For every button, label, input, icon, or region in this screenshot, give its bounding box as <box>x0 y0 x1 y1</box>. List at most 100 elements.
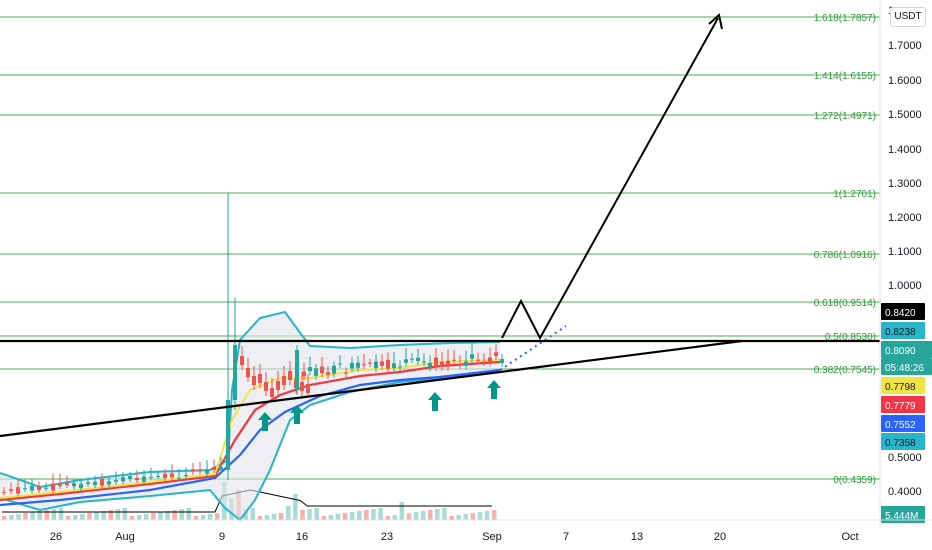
candle <box>386 352 390 373</box>
volume-bar <box>442 508 447 520</box>
candle <box>86 477 90 487</box>
price-badge-label: 0.7552 <box>885 420 916 431</box>
candle <box>177 468 181 482</box>
volume-bar <box>51 509 57 520</box>
y-tick-label: 1.1000 <box>888 246 922 258</box>
y-tick-label: 0.4000 <box>888 486 922 498</box>
candle <box>410 353 414 363</box>
candle <box>219 457 223 473</box>
volume-bar <box>151 513 156 520</box>
candle <box>326 366 330 379</box>
volume-bar <box>215 513 220 520</box>
candle <box>156 470 160 480</box>
candle <box>58 473 62 489</box>
y-tick-label: 1.6000 <box>888 75 922 87</box>
candle <box>135 470 139 484</box>
candle <box>252 366 256 390</box>
volume-bar <box>271 514 277 520</box>
volume-bar <box>477 512 483 520</box>
candle <box>452 350 456 365</box>
candle <box>362 353 366 370</box>
y-tick-label: 1.2000 <box>888 212 922 224</box>
volume-bar <box>357 511 362 520</box>
volume-bar <box>207 514 213 520</box>
projection-arrowhead-icon <box>708 13 723 30</box>
volume-bar <box>115 509 121 520</box>
candle <box>416 349 420 366</box>
candle <box>314 364 318 380</box>
fib-label-6: 0.5(0.8530) <box>825 332 876 343</box>
candle <box>380 354 384 370</box>
x-axis[interactable]: 26 Aug 9 16 23 Sep 7 13 20 Oct <box>50 531 859 543</box>
volume-bar <box>44 510 50 520</box>
volume-bar <box>328 515 334 520</box>
price-badge-7 <box>881 433 925 450</box>
price-badge-0 <box>881 303 925 320</box>
volume-bar <box>385 516 390 520</box>
candle <box>79 478 83 492</box>
volume-bar <box>371 509 376 520</box>
price-badge-6 <box>881 415 925 432</box>
candle <box>482 353 486 366</box>
candle <box>338 355 342 369</box>
fib-label-0: 1.618(1.7857) <box>814 13 876 24</box>
volume-bar <box>200 515 206 520</box>
plot-area[interactable] <box>0 0 880 520</box>
volume-bar <box>449 516 454 520</box>
candle <box>128 471 132 483</box>
projection-path[interactable] <box>501 17 719 341</box>
price-badge-label: 05:48:26 <box>885 363 924 374</box>
bollinger-upper <box>0 310 501 489</box>
volume-bar <box>364 510 369 520</box>
volume-bar <box>378 508 383 520</box>
volume-bar <box>420 511 426 520</box>
price-badge-label: 0.7358 <box>885 438 916 449</box>
volume-bar <box>172 510 177 520</box>
candle <box>350 356 354 373</box>
y-tick-label: 0.5000 <box>888 452 922 464</box>
volume-bar <box>65 516 71 520</box>
candle <box>170 464 174 481</box>
candle <box>30 478 34 494</box>
price-badge-label: 0.7798 <box>885 382 916 393</box>
candle <box>464 350 468 370</box>
ascending-trendline[interactable] <box>0 339 743 438</box>
candle <box>233 298 237 410</box>
candle <box>392 351 396 373</box>
candle <box>16 479 20 497</box>
candle <box>306 374 310 398</box>
fib-label-3: 1(1.2701) <box>833 189 876 200</box>
fib-levels: 1.618(1.7857) 1.414(1.6155) 1.272(1.4971) 1… <box>0 13 880 486</box>
candle <box>72 478 76 490</box>
price-badge-3 <box>881 358 932 375</box>
price-badge-label: 0.8420 <box>885 308 916 319</box>
price-badges: 0.8420 0.8238 0.8090 05:48:26 0.7798 0.7779 0.… <box>881 303 932 523</box>
volume-bar <box>342 513 348 520</box>
price-badge-label: 0.8238 <box>885 327 916 338</box>
y-tick-label: 1.3000 <box>888 178 922 190</box>
volume-bar <box>9 515 14 520</box>
candle <box>344 367 348 377</box>
volume-bar <box>413 512 419 520</box>
candle <box>65 475 69 489</box>
volume-bar <box>435 509 440 520</box>
currency-label[interactable]: USDT <box>890 7 926 27</box>
candle <box>422 353 426 367</box>
volume-bar <box>293 494 298 520</box>
candle <box>302 362 306 381</box>
volume-bar <box>491 510 497 520</box>
volume-bar <box>73 515 78 520</box>
price-badge-label: 0.8090 <box>885 346 916 357</box>
support-arrows <box>258 380 501 431</box>
up-arrow-icon <box>487 380 501 399</box>
volume-bar <box>406 513 412 520</box>
volume-bar <box>80 514 85 520</box>
volume-bar <box>300 510 305 520</box>
y-axis[interactable]: 1.7000 1.6000 1.5000 1.4000 1.3000 1.2000 1.10… <box>888 5 922 498</box>
x-tick-label: 16 <box>296 531 308 543</box>
candle <box>308 356 312 376</box>
candle <box>2 487 6 496</box>
volume-bar <box>129 516 135 520</box>
y-tick-label: 1.4000 <box>888 144 922 156</box>
